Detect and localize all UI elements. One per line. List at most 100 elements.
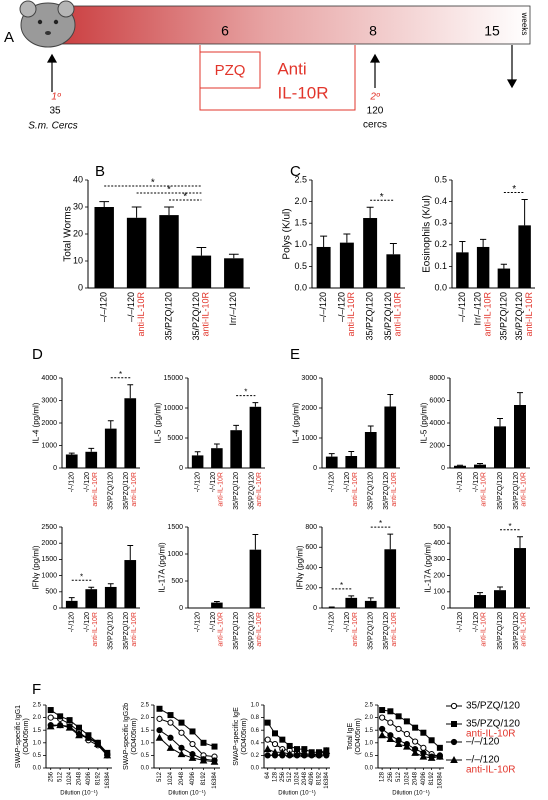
bar [384,406,397,468]
marker [156,705,163,712]
panel-letter: F [32,681,41,698]
x-tick-label: -/-/120 [473,612,480,632]
y-tick-label: 2.0 [141,715,150,721]
y-tick-label: 40 [73,174,83,184]
infection-label: 1º [51,92,62,103]
y-tick-label: 1000 [301,435,317,442]
x-tick-sublabel: anti-IL-10R [352,612,359,647]
marker [178,729,185,736]
y-tick-label: 0.0 [434,282,447,292]
x-tick-label: 35/PZQ/120 [497,612,504,650]
bar [497,268,511,288]
mouse-icon [19,0,76,48]
legend-label: 35/PZQ/120 [466,719,520,730]
x-tick-label: 35/PZQ/120 [497,472,504,510]
x-tick-label: 35/PZQ/120 [108,612,115,650]
bar [384,549,397,608]
x-tick-sublabel: anti-IL-10R [524,292,534,337]
marker [200,739,207,746]
marker [264,736,271,743]
y-tick-label: 30 [73,201,83,211]
marker [403,730,410,738]
marker [419,752,428,760]
error-bar [328,606,335,608]
bar [94,207,114,288]
y-tick-label: 0 [313,605,317,612]
marker [272,730,278,737]
week-label: 8 [369,23,377,39]
marker [103,751,112,759]
marker [167,734,174,741]
y-axis-label: (OD405nm) [355,718,362,755]
panel-letter: A [4,29,14,46]
x-tick-label: -/-/120 [210,612,217,632]
bar [476,246,490,288]
panel-letter: B [95,163,105,180]
bar [316,246,331,288]
bar [104,428,117,468]
y-tick-label: 0.5 [33,753,42,759]
y-axis-label: IFNγ (pg/ml) [31,545,40,589]
y-tick-label: 0.2 [251,753,260,759]
legend-label: 35/PZQ/120 [466,701,520,712]
bar [474,595,486,608]
marker [411,748,419,756]
error-bar [459,241,466,253]
x-tick-label: 16384 [324,771,330,788]
bar [124,560,137,608]
significance-label: * [183,192,187,203]
x-tick-label: 128 [273,771,279,782]
y-tick-label: 800 [305,524,317,531]
y-tick-label: 0.6 [251,728,260,734]
x-tick-label: 35/PZQ/120 [368,472,375,510]
y-tick-label: 400 [433,540,445,547]
bar [191,255,212,288]
panel-letter: E [290,346,300,363]
marker [300,750,309,758]
x-tick-label: -/-/120 [344,472,351,492]
y-tick-label: 400 [305,564,317,571]
y-tick-label: 200 [305,585,317,592]
y-tick-label: 0.8 [251,715,260,721]
marker [178,719,185,726]
error-bar [477,592,483,596]
significance-label: * [380,192,384,203]
y-tick-label: 0 [179,465,183,472]
error-bar [517,392,523,405]
error-bar [107,420,114,429]
error-bar [233,424,240,431]
x-tick-label: 8192 [95,771,101,785]
y-tick-label: 1.5 [365,728,374,734]
marker [178,744,185,751]
marker [56,721,64,729]
significance-label: * [167,185,171,196]
y-tick-label: 0 [78,282,83,292]
bar [325,607,338,608]
marker [167,712,174,719]
y-tick-label: 1.0 [365,740,374,746]
significance-label: * [379,519,382,528]
y-axis-label: Polys (K/ul) [282,208,293,259]
y-tick-label: 5000 [167,435,183,442]
y-tick-label: 2.5 [365,703,374,709]
x-tick-label: 35/PZQ/120 [513,472,520,510]
bar [474,464,486,468]
x-tick-label: 128 [380,771,386,782]
x-tick-sublabel: anti-IL-10R [201,292,211,337]
x-tick-label: 35/PZQ/120 [383,612,390,650]
bar [386,254,401,288]
x-tick-label: 35/PZQ/120 [365,292,375,341]
error-bar [497,418,503,427]
significance-label: * [151,178,155,189]
y-tick-label: 0.5 [294,261,307,271]
x-tick-label: 512 [396,771,402,782]
x-tick-label: 8192 [201,771,207,785]
y-tick-label: 0 [53,605,57,612]
marker [271,740,279,748]
week-label: 6 [221,23,229,39]
significance-label: * [508,522,511,531]
error-bar [521,198,528,226]
error-bar [127,384,134,399]
error-bar [196,247,207,256]
bar [249,549,262,608]
